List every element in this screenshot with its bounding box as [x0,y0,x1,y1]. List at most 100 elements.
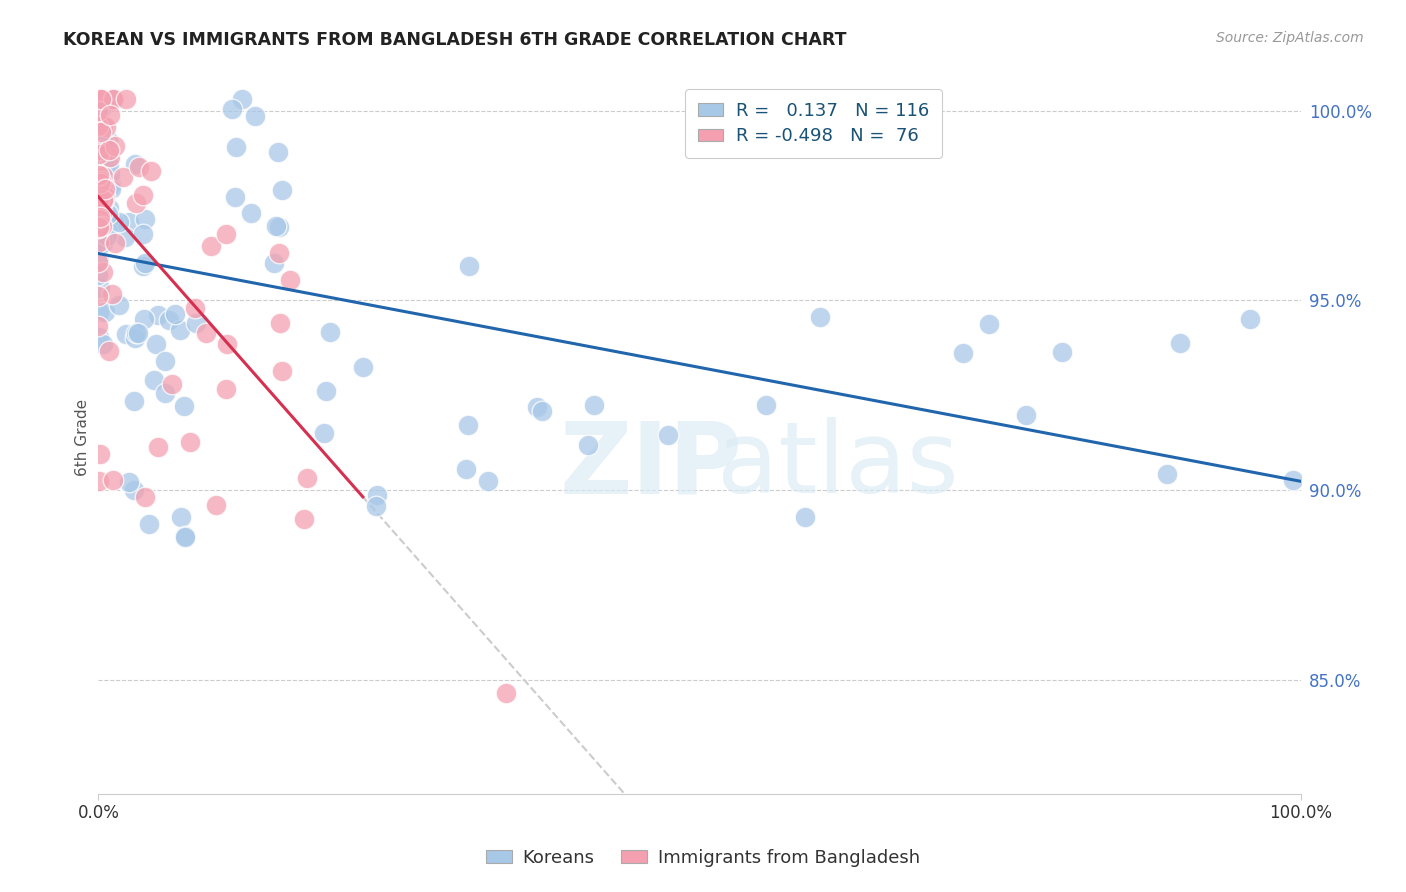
Point [91,265,114,279]
Point [91,219,114,233]
Point [101,92,124,106]
Point [87,330,110,344]
Point [194,326,217,341]
Point [104,139,127,153]
Point [96,229,118,244]
Point [1050,345,1073,359]
Point [87,212,110,227]
Point [91,153,114,167]
Point [122,483,145,498]
Point [292,511,315,525]
Point [352,360,374,375]
Point [89,176,111,190]
Point [97,225,120,239]
Point [312,425,335,440]
Point [89,210,111,224]
Point [576,438,599,452]
Point [89,92,111,106]
Point [657,428,679,442]
Point [98,211,121,225]
Point [269,220,291,235]
Point [134,211,156,226]
Point [98,209,121,223]
Point [179,435,201,450]
Point [89,447,111,461]
Point [263,256,285,270]
Point [174,530,197,544]
Point [153,353,176,368]
Point [183,301,205,315]
Legend: Koreans, Immigrants from Bangladesh: Koreans, Immigrants from Bangladesh [479,842,927,874]
Point [131,260,153,274]
Point [114,230,136,244]
Point [174,529,197,543]
Point [297,471,319,485]
Point [89,92,111,106]
Point [808,310,831,324]
Point [98,108,121,122]
Point [90,219,112,233]
Point [87,200,110,214]
Point [165,307,187,321]
Point [124,157,146,171]
Point [87,115,110,129]
Point [91,193,114,207]
Point [477,474,499,488]
Point [582,398,605,412]
Point [87,213,110,227]
Point [143,373,166,387]
Point [89,185,111,199]
Point [91,229,114,244]
Point [134,311,156,326]
Point [243,109,266,123]
Point [87,183,110,197]
Point [224,189,246,203]
Point [87,174,110,188]
Point [145,337,167,351]
Point [315,384,337,399]
Point [87,105,110,120]
Point [267,145,290,159]
Point [271,183,294,197]
Point [89,124,111,138]
Point [125,196,148,211]
Point [125,326,148,340]
Point [1239,311,1261,326]
Point [138,517,160,532]
Point [97,207,120,221]
Point [118,475,141,490]
Point [132,227,155,242]
Point [98,167,121,181]
Point [108,298,131,312]
Point [90,174,112,188]
Point [146,440,169,454]
Point [103,214,125,228]
Point [87,289,110,303]
Point [134,490,156,504]
Point [108,215,131,229]
Point [89,168,111,182]
Text: ZIP: ZIP [560,417,742,514]
Point [157,313,180,327]
Point [793,510,815,524]
Point [186,316,208,330]
Point [89,147,111,161]
Point [90,92,112,106]
Point [103,474,125,488]
Point [952,345,974,359]
Point [457,417,479,432]
Point [169,323,191,337]
Point [364,499,387,513]
Point [90,202,112,217]
Point [91,181,114,195]
Point [270,364,292,378]
Point [87,235,110,249]
Point [90,125,112,139]
Point [112,169,135,184]
Point [94,120,117,134]
Point [90,103,112,117]
Point [495,686,517,700]
Point [87,120,110,134]
Point [87,103,110,118]
Point [454,462,477,476]
